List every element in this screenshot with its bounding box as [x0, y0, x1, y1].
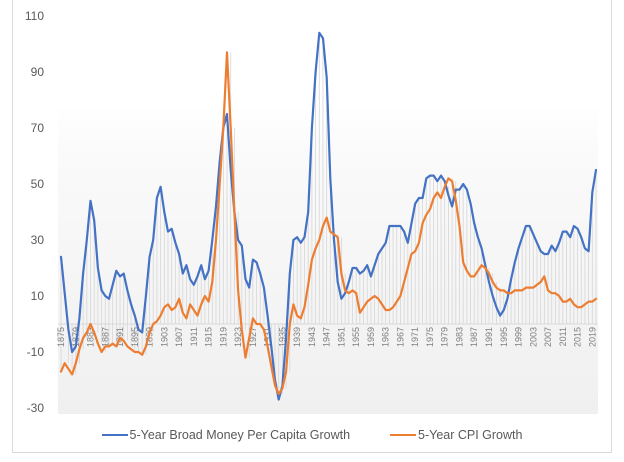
x-tick-label: 1895 [130, 327, 140, 347]
x-tick-label: 1963 [381, 327, 391, 347]
x-tick-label: 1915 [204, 327, 214, 347]
x-tick-label: 2007 [543, 327, 553, 347]
x-tick-label: 1975 [425, 327, 435, 347]
y-tick-label: 50 [31, 177, 45, 191]
x-axis: 1875 1879 1883 1887 1891 1895 1899 1903 1907 1911… [56, 327, 597, 347]
x-tick-label: 1907 [174, 327, 184, 347]
y-tick-label: -30 [27, 401, 45, 415]
x-tick-label: 1947 [322, 327, 332, 347]
x-tick-label: 1935 [277, 327, 287, 347]
x-tick-label: 1875 [56, 327, 66, 347]
y-axis: 110 90 70 50 30 10 -10 -30 [25, 9, 44, 415]
x-tick-label: 2015 [573, 327, 583, 347]
x-tick-label: 1919 [218, 327, 228, 347]
x-tick-label: 1899 [145, 327, 155, 347]
x-tick-label: 1883 [86, 327, 96, 347]
x-tick-label: 1927 [248, 327, 258, 347]
x-tick-label: 1903 [159, 327, 169, 347]
x-tick-label: 1995 [499, 327, 509, 347]
x-tick-label: 1887 [100, 327, 110, 347]
x-tick-label: 1951 [336, 327, 346, 347]
x-tick-label: 1971 [410, 327, 420, 347]
x-tick-label: 1879 [71, 327, 81, 347]
x-tick-label: 1923 [233, 327, 243, 347]
y-tick-label: 110 [25, 9, 44, 23]
x-tick-label: 1979 [440, 327, 450, 347]
x-tick-label: 1967 [395, 327, 405, 347]
y-tick-label: 90 [31, 65, 45, 79]
x-tick-label: 2003 [528, 327, 538, 347]
series-line-broad-money [59, 31, 598, 401]
series-group [59, 31, 598, 401]
y-tick-label: -10 [27, 345, 45, 359]
legend-swatch-orange [390, 434, 417, 436]
legend-swatch-blue [101, 434, 128, 436]
x-tick-label: 1943 [307, 327, 317, 347]
y-tick-label: 70 [31, 121, 45, 135]
x-tick-label: 1987 [469, 327, 479, 347]
legend: 5-Year Broad Money Per Capita Growth 5-Y… [0, 428, 624, 442]
legend-label: 5-Year CPI Growth [418, 428, 523, 442]
x-tick-label: 2019 [587, 327, 597, 347]
y-tick-label: 10 [31, 289, 45, 303]
x-tick-label: 1991 [484, 327, 494, 347]
plot-area [58, 105, 598, 414]
legend-item-broad-money[interactable]: 5-Year Broad Money Per Capita Growth [101, 428, 351, 442]
series-line-cpi [59, 51, 598, 396]
x-tick-label: 1983 [454, 327, 464, 347]
x-tick-label: 1955 [351, 327, 361, 347]
x-tick-label: 1959 [366, 327, 376, 347]
x-tick-label: 1911 [189, 327, 199, 346]
x-tick-label: 1999 [514, 327, 524, 347]
x-tick-label: 1931 [263, 327, 273, 347]
legend-label: 5-Year Broad Money Per Capita Growth [129, 428, 351, 442]
legend-item-cpi[interactable]: 5-Year CPI Growth [390, 428, 522, 442]
x-tick-label: 1939 [292, 327, 302, 347]
x-tick-label: 2011 [558, 327, 568, 346]
y-tick-label: 30 [31, 233, 45, 247]
